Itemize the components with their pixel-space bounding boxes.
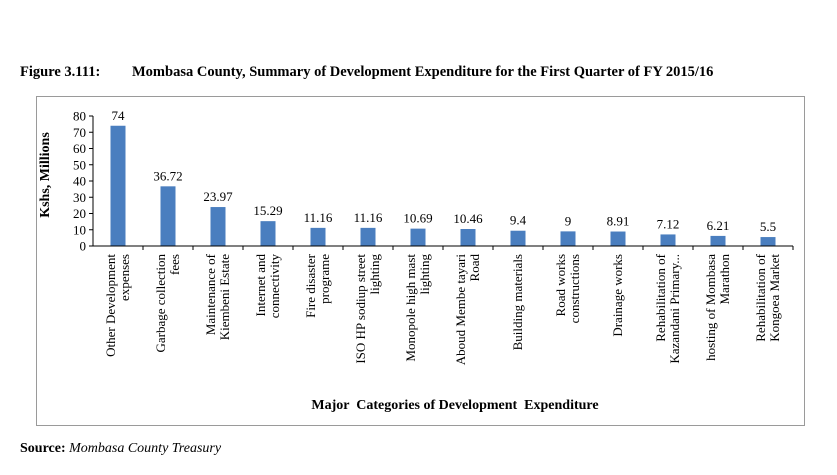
bar-value-label: 9: [565, 213, 572, 228]
x-tick-label-line: Kiembeni Estate: [217, 254, 232, 341]
source-value: Mombasa County Treasury: [69, 441, 222, 456]
x-tick-label: Aboud Membe tayariRoad: [453, 254, 482, 366]
y-axis-label: Kshs, Millions: [38, 132, 53, 218]
x-tick-label: Rehabilitation ofKongoea Market: [753, 253, 782, 341]
x-tick-label-line: Rehabilitation of: [653, 253, 668, 341]
y-tick-label: 60: [73, 141, 86, 156]
bar: [310, 227, 326, 246]
bar: [760, 237, 776, 246]
x-tick-label-line: Road: [467, 254, 482, 282]
x-tick-label-line: hosting of Mombasa: [703, 254, 718, 361]
figure-number: Figure 3.111:: [20, 64, 101, 80]
x-tick-label-line: fees: [167, 254, 182, 275]
y-tick-label: 30: [73, 190, 86, 205]
figure-caption: Figure 3.111: Mombasa County, Summary of …: [20, 64, 713, 81]
x-tick-label-line: lighting: [367, 254, 382, 295]
x-tick-label-line: Maintenance of: [203, 253, 218, 335]
bar-value-label: 36.72: [153, 168, 182, 183]
bar: [210, 207, 226, 246]
x-tick-label-line: constructions: [567, 254, 582, 323]
bar-value-label: 11.16: [354, 210, 383, 225]
bar: [610, 231, 626, 246]
x-tick-label: Garbage collectionfees: [153, 254, 182, 353]
x-tick-label-line: Aboud Membe tayari: [453, 254, 468, 366]
y-tick-label: 40: [73, 174, 86, 189]
x-tick-label: ISO HP sodiup streetlighting: [353, 254, 382, 364]
bar: [160, 186, 176, 246]
bar-value-label: 23.97: [203, 189, 233, 204]
x-tick-label-line: Drainage works: [610, 254, 625, 337]
bars-group: [110, 125, 776, 246]
bar-value-label: 15.29: [253, 203, 282, 218]
bar-value-label: 8.91: [607, 214, 630, 229]
x-tick-label-line: Marathon: [717, 254, 732, 305]
x-tick-label: Drainage works: [610, 254, 625, 337]
x-tick-label-line: expenses: [117, 254, 132, 301]
x-tick-label: Building materials: [510, 254, 525, 350]
y-tick-label: 80: [73, 109, 86, 124]
x-tick-label: Fire disasterprograme: [303, 253, 332, 318]
x-tick-label-line: ISO HP sodiup street: [353, 254, 368, 364]
bar: [410, 228, 426, 246]
bar: [710, 235, 726, 246]
bar: [360, 227, 376, 246]
x-tick-label-line: Kazandani Primary...: [667, 254, 682, 364]
bar-value-label: 74: [112, 108, 126, 123]
source-label: Source:: [20, 441, 66, 456]
bar-value-label: 10.46: [453, 211, 483, 226]
x-tick-label: Maintenance ofKiembeni Estate: [203, 253, 232, 340]
y-tick-label: 20: [73, 206, 86, 221]
bar: [110, 125, 126, 246]
bar: [460, 229, 476, 246]
bar: [510, 230, 526, 246]
x-tick-label: Monopole high mastlighting: [403, 254, 432, 362]
y-tick-label: 70: [73, 125, 86, 140]
y-tick-label: 50: [73, 157, 86, 172]
value-labels-group: 74 36.72 23.97 15.29 11.16 11.16 10.69 10.46 9.4…: [112, 108, 777, 234]
bar: [560, 231, 576, 246]
y-tick-label: 0: [80, 239, 87, 254]
x-tick-label-line: lighting: [417, 254, 432, 295]
x-tick-label-line: Kongoea Market: [767, 254, 782, 342]
x-axis-label: Major Categories of Development Expendit…: [311, 398, 598, 413]
bar-value-label: 6.21: [707, 218, 730, 233]
source-note: Source: Mombasa County Treasury: [20, 441, 221, 457]
x-tick-label-line: connectivity: [267, 254, 282, 319]
bar: [260, 221, 276, 246]
x-tick-labels-group: Other Developmentexpenses Garbage collect…: [103, 253, 782, 365]
x-tick-label-line: Internet and: [253, 254, 268, 317]
x-tick-label-line: Other Development: [103, 254, 118, 357]
bar-value-label: 11.16: [304, 210, 333, 225]
x-tick-label-line: Monopole high mast: [403, 254, 418, 362]
x-tick-label-line: Building materials: [510, 254, 525, 350]
x-tick-label: Road worksconstructions: [553, 254, 582, 323]
x-tick-label-line: Rehabilitation of: [753, 253, 768, 341]
x-tick-label: Internet andconnectivity: [253, 254, 282, 319]
x-tick-label-line: programe: [317, 254, 332, 304]
chart-frame: [36, 96, 805, 426]
x-tick-label: hosting of MombasaMarathon: [703, 254, 732, 361]
x-tick-label: Other Developmentexpenses: [103, 254, 132, 357]
x-tick-label: Rehabilitation ofKazandani Primary...: [653, 253, 682, 363]
bar-value-label: 7.12: [657, 216, 680, 231]
x-tick-label-line: Road works: [553, 254, 568, 316]
x-tick-label-line: Garbage collection: [153, 254, 168, 353]
bar-value-label: 10.69: [403, 211, 432, 226]
figure-title: Mombasa County, Summary of Development E…: [132, 64, 714, 80]
bar-value-label: 9.4: [510, 213, 527, 228]
axes-group: [89, 115, 794, 250]
y-tick-label: 10: [73, 222, 86, 237]
bar-value-label: 5.5: [760, 219, 776, 234]
bar: [660, 234, 676, 246]
x-tick-label-line: Fire disaster: [303, 253, 318, 318]
